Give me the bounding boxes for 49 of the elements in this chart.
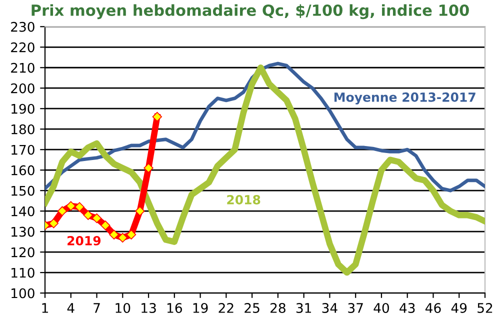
y-tick-label: 180 xyxy=(12,124,34,134)
x-tick-label: 25 xyxy=(244,302,260,313)
y-tick-label: 170 xyxy=(12,144,34,155)
y-tick-label: 140 xyxy=(12,206,34,216)
x-tick-label: 10 xyxy=(116,302,130,313)
point xyxy=(57,206,68,216)
y-tick-label: 230 xyxy=(11,22,34,32)
point xyxy=(126,230,136,240)
point xyxy=(144,163,154,173)
series-label: Moyenne 2013-2017 xyxy=(334,92,476,104)
series-label: 2018 xyxy=(227,194,260,204)
y-tick-label: 150 xyxy=(12,186,34,196)
point xyxy=(48,218,58,228)
y-tick-label: 190 xyxy=(12,104,34,114)
x-tick-label: 13 xyxy=(142,302,156,313)
point xyxy=(135,206,145,216)
y-tick-label: 160 xyxy=(12,165,34,176)
x-tick-label: 31 xyxy=(296,302,311,313)
point xyxy=(152,112,162,122)
y-tick-label: 120 xyxy=(12,247,34,258)
y-tick-label: 130 xyxy=(12,226,34,237)
x-tick-label: 40 xyxy=(374,302,389,313)
x-tick-label: 7 xyxy=(94,303,100,313)
y-tick-label: 110 xyxy=(12,268,34,278)
y-tick-label: 100 xyxy=(12,288,34,298)
x-tick-label: 28 xyxy=(270,302,286,313)
x-tick-label: 49 xyxy=(451,302,467,313)
series-label: 2019 xyxy=(68,236,101,246)
x-tick-label: 43 xyxy=(400,302,415,313)
point xyxy=(118,232,128,243)
y-tick-label: 210 xyxy=(11,62,34,73)
x-tick-label: 19 xyxy=(193,302,208,313)
point xyxy=(83,210,93,220)
point xyxy=(74,202,84,212)
x-tick-label: 52 xyxy=(478,302,492,313)
point xyxy=(109,230,119,240)
point xyxy=(100,220,110,230)
x-tick-label: 4 xyxy=(67,303,74,313)
x-tick-label: 22 xyxy=(218,302,234,313)
y-tick-label: 200 xyxy=(11,83,34,94)
chart-title: Prix moyen hebdomadaire Qc, $/100 kg, indice 100 xyxy=(32,4,469,20)
x-tick-label: 34 xyxy=(322,302,338,313)
point xyxy=(66,201,76,211)
point xyxy=(92,213,102,224)
x-tick-label: 1 xyxy=(42,303,48,313)
x-tick-label: 16 xyxy=(167,302,182,313)
x-tick-label: 46 xyxy=(425,302,441,313)
y-tick-label: 220 xyxy=(11,42,34,52)
x-tick-label: 37 xyxy=(348,302,363,313)
